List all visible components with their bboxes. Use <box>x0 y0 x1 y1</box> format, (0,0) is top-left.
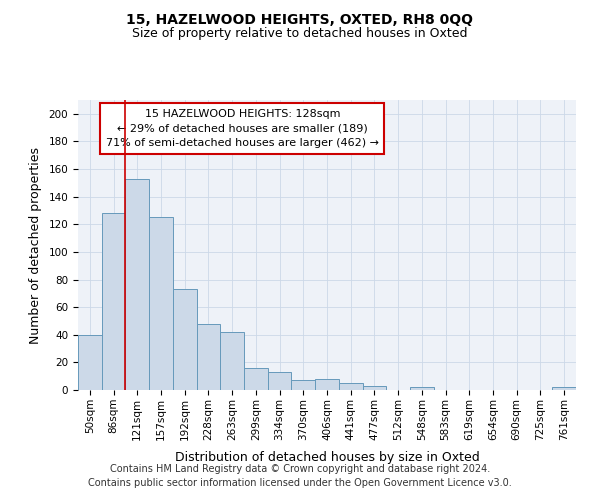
Bar <box>149 218 173 390</box>
Bar <box>410 387 434 390</box>
Bar <box>268 372 292 390</box>
Bar <box>173 289 197 390</box>
Bar <box>102 213 125 390</box>
Y-axis label: Number of detached properties: Number of detached properties <box>29 146 41 344</box>
Bar <box>292 380 315 390</box>
Bar <box>362 386 386 390</box>
Bar <box>552 387 576 390</box>
Bar <box>339 383 362 390</box>
Text: Contains HM Land Registry data © Crown copyright and database right 2024.
Contai: Contains HM Land Registry data © Crown c… <box>88 464 512 487</box>
Bar <box>220 332 244 390</box>
X-axis label: Distribution of detached houses by size in Oxted: Distribution of detached houses by size … <box>175 451 479 464</box>
Text: 15 HAZELWOOD HEIGHTS: 128sqm
← 29% of detached houses are smaller (189)
71% of s: 15 HAZELWOOD HEIGHTS: 128sqm ← 29% of de… <box>106 108 379 148</box>
Bar <box>78 335 102 390</box>
Bar <box>125 178 149 390</box>
Text: 15, HAZELWOOD HEIGHTS, OXTED, RH8 0QQ: 15, HAZELWOOD HEIGHTS, OXTED, RH8 0QQ <box>127 12 473 26</box>
Bar <box>197 324 220 390</box>
Bar <box>244 368 268 390</box>
Bar <box>315 379 339 390</box>
Text: Size of property relative to detached houses in Oxted: Size of property relative to detached ho… <box>132 28 468 40</box>
